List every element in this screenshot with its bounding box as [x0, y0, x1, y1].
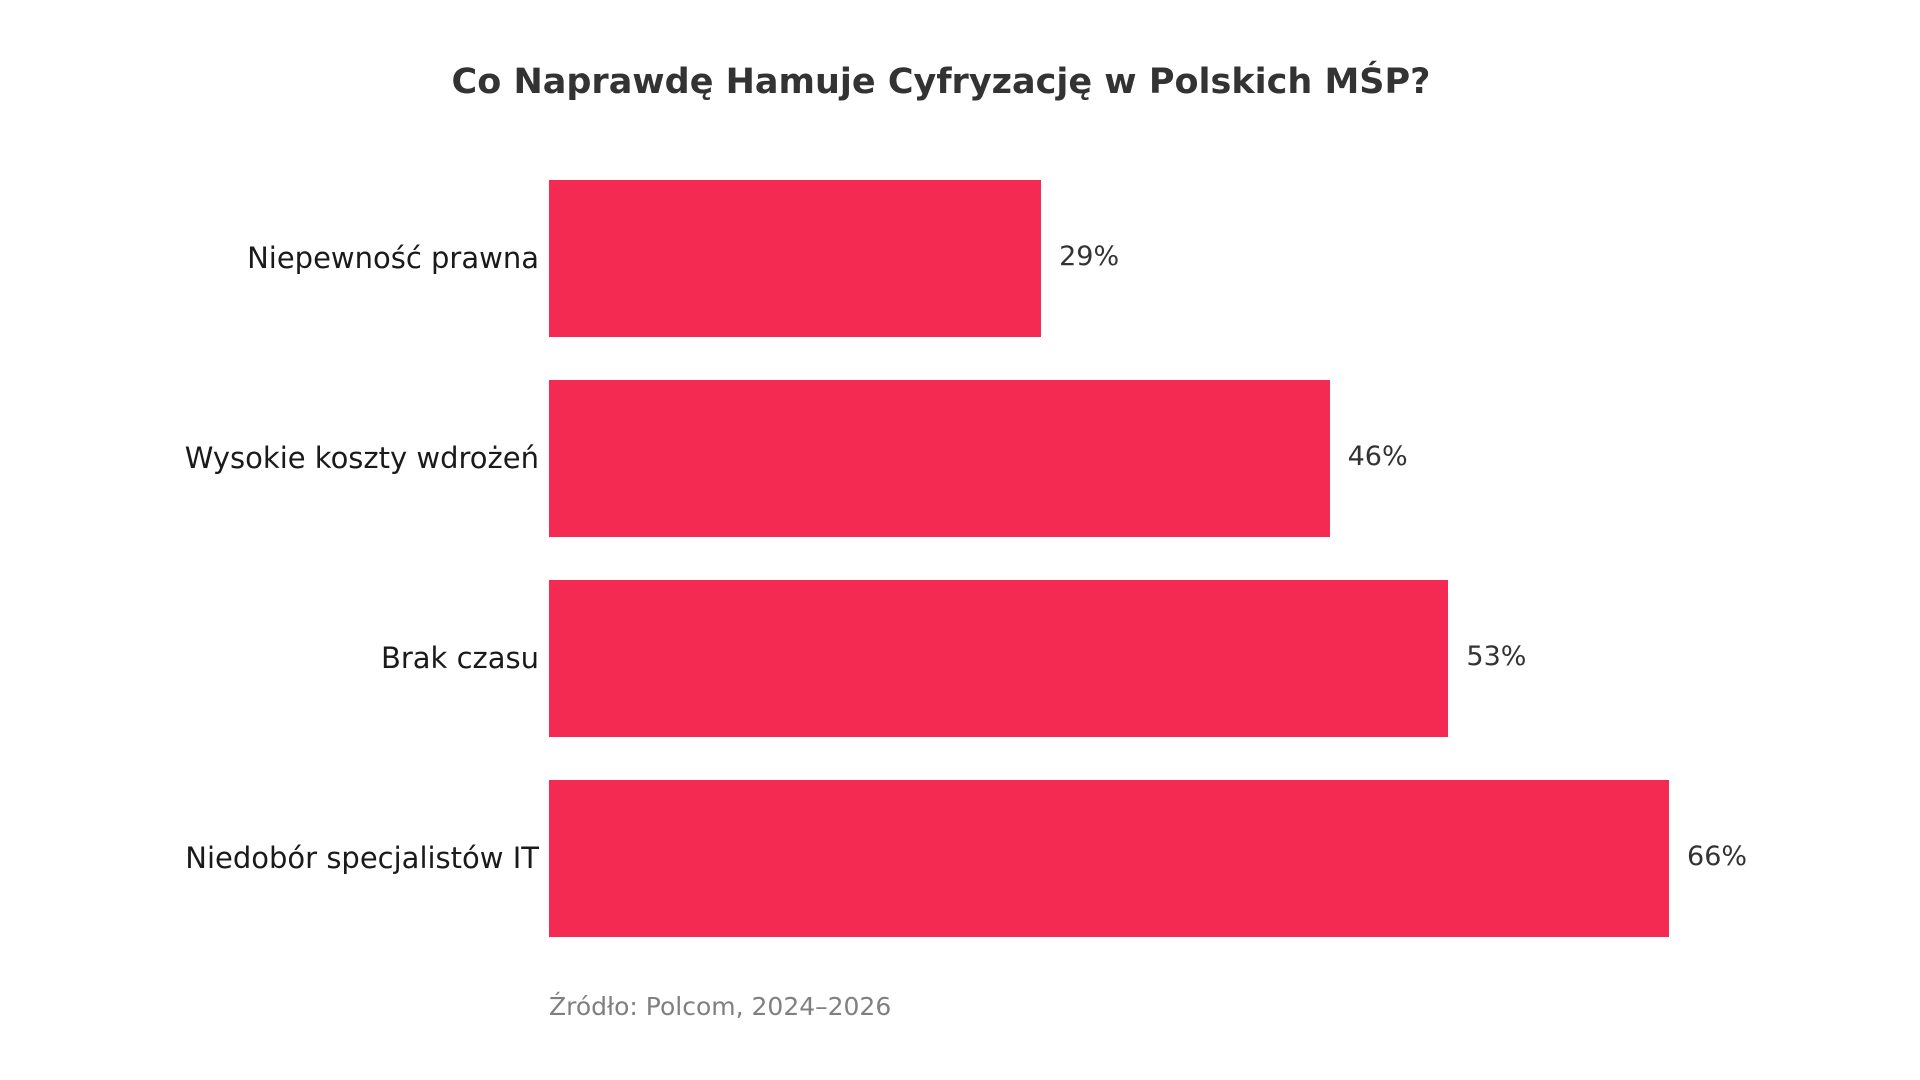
bar: [549, 780, 1670, 937]
value-label: 29%: [1059, 241, 1120, 272]
value-label: 46%: [1347, 441, 1408, 472]
source-note: Źródło: Polcom, 2024–2026: [549, 992, 892, 1021]
category-label: Niepewność prawna: [247, 241, 539, 275]
chart-title: Co Naprawdę Hamuje Cyfryzację w Polskich…: [451, 62, 1431, 102]
bar: [549, 180, 1042, 337]
bar: [549, 380, 1330, 537]
category-label: Niedobór specjalistów IT: [185, 841, 539, 875]
bar-row: Wysokie koszty wdrożeń 46%: [0, 380, 1920, 537]
value-label: 66%: [1687, 841, 1748, 872]
bar-row: Niepewność prawna 29%: [0, 180, 1920, 337]
bar-row: Niedobór specjalistów IT 66%: [0, 780, 1920, 937]
category-label: Brak czasu: [380, 641, 539, 675]
bar-row: Brak czasu 53%: [0, 580, 1920, 737]
bar: [549, 580, 1449, 737]
value-label: 53%: [1466, 641, 1527, 672]
category-label: Wysokie koszty wdrożeń: [184, 441, 539, 475]
